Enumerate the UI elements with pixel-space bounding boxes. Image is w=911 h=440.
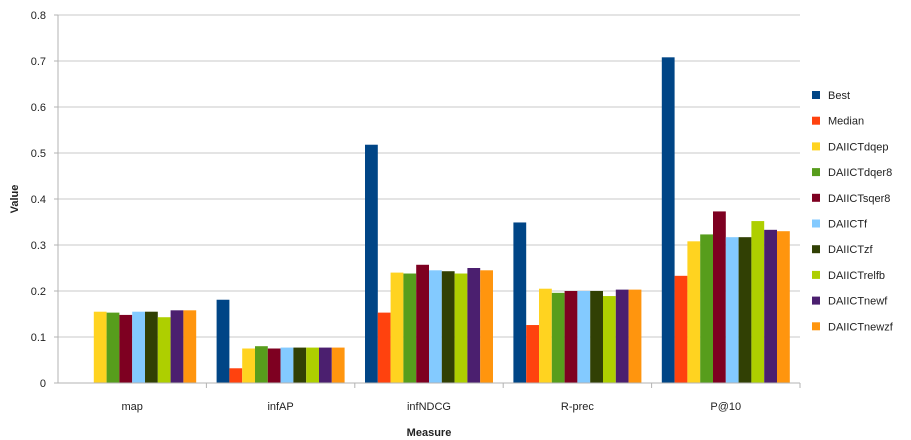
axes — [57, 15, 801, 388]
legend-swatch — [812, 245, 820, 254]
legend-label: Best — [828, 90, 850, 102]
legend-swatch — [812, 219, 820, 228]
y-tick-label: 0.1 — [31, 332, 46, 344]
y-tick-label: 0.4 — [31, 194, 46, 206]
bar — [416, 264, 429, 383]
legend-swatch — [812, 296, 820, 305]
y-tick-label: 0 — [40, 378, 46, 390]
bar — [687, 241, 701, 383]
bar — [628, 289, 642, 383]
bar — [119, 314, 133, 383]
legend-swatch — [812, 193, 820, 202]
bar — [306, 347, 319, 383]
bar — [106, 312, 120, 383]
bar — [403, 273, 417, 383]
bar — [280, 347, 294, 383]
bar — [603, 296, 616, 383]
bar — [183, 310, 197, 383]
y-tick-label: 0.8 — [31, 10, 46, 22]
bar — [590, 291, 603, 383]
legend-label: DAIICTnewf — [828, 296, 888, 308]
x-tick-label: infAP — [267, 401, 293, 413]
bar — [242, 348, 255, 383]
y-tick-label: 0.6 — [31, 102, 46, 114]
bar — [564, 291, 578, 383]
tick-labels: 0 0.1 0.2 0.3 0.4 0.5 0.6 0.7 0.8 map infAP infNDCG… — [31, 10, 741, 413]
bar — [454, 273, 468, 383]
y-tick-label: 0.3 — [31, 240, 46, 252]
bar — [764, 229, 777, 383]
bar — [145, 311, 158, 383]
y-tick-label: 0.7 — [31, 56, 46, 68]
bar — [216, 299, 230, 383]
legend-label: DAIICTsqer8 — [828, 193, 890, 205]
legend-label: DAIICTdqer8 — [828, 167, 892, 179]
bar — [93, 311, 107, 383]
bar — [267, 348, 281, 383]
bar — [429, 270, 442, 383]
x-tick-label: infNDCG — [407, 401, 451, 413]
legend-swatch — [812, 116, 820, 125]
bar — [615, 289, 629, 383]
legend-label: Median — [828, 116, 864, 128]
bars — [93, 57, 790, 383]
bar — [725, 237, 739, 383]
legend-swatch — [812, 322, 820, 331]
bar — [539, 288, 552, 383]
bar — [377, 312, 391, 383]
legend-swatch — [812, 91, 820, 99]
bar — [390, 272, 404, 383]
bar — [132, 311, 145, 383]
bar — [467, 268, 481, 383]
bar — [441, 271, 455, 383]
bar — [700, 234, 713, 383]
bar — [229, 368, 243, 383]
y-tick-label: 0.2 — [31, 286, 46, 298]
x-tick-label: P@10 — [710, 401, 741, 413]
bar — [777, 231, 790, 383]
bar — [331, 347, 345, 383]
y-tick-label: 0.5 — [31, 148, 46, 160]
bar — [738, 237, 752, 383]
bar — [751, 221, 765, 383]
legend-swatch — [812, 168, 820, 177]
bar — [170, 310, 184, 383]
legend-label: DAIICTf — [828, 219, 868, 231]
bar — [661, 57, 675, 383]
bar — [255, 346, 268, 383]
bar — [365, 144, 378, 383]
bar — [674, 275, 688, 383]
bar — [293, 347, 307, 383]
x-tick-label: R-prec — [561, 401, 595, 413]
legend: Best Median DAIICTdqep DAIICTdqer8 DAIICTsqe… — [812, 90, 894, 333]
bar — [551, 292, 565, 383]
legend-swatch — [812, 270, 820, 279]
legend-swatch — [812, 142, 820, 151]
bar — [157, 317, 171, 383]
legend-label: DAIICTdqep — [828, 141, 889, 153]
bar — [319, 347, 332, 383]
bar — [713, 211, 726, 383]
legend-label: DAIICTnewzf — [828, 321, 894, 333]
x-tick-label: map — [121, 401, 142, 413]
x-axis-title: Measure — [407, 427, 452, 439]
bar — [526, 325, 539, 383]
y-axis-title: Value — [9, 185, 21, 214]
bar — [513, 222, 527, 383]
legend-label: DAIICTzf — [828, 244, 874, 256]
bar — [577, 291, 591, 383]
legend-label: DAIICTrelfb — [828, 270, 885, 282]
bar — [480, 270, 493, 383]
